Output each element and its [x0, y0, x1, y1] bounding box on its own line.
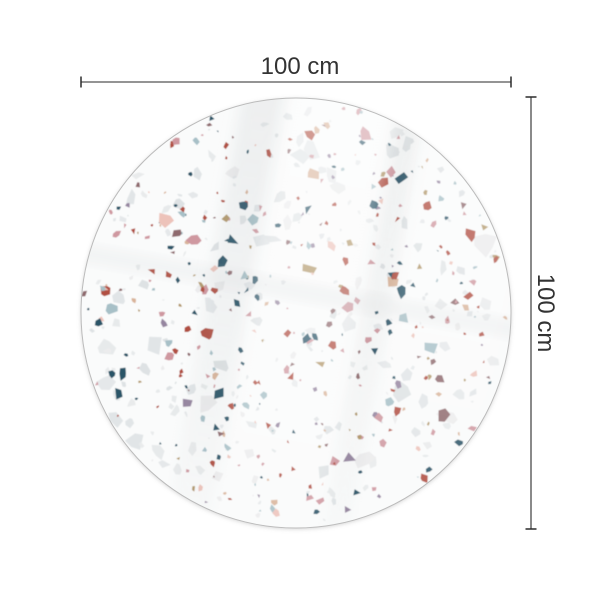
svg-text:100 cm: 100 cm [261, 53, 340, 80]
svg-text:100 cm: 100 cm [532, 274, 559, 353]
